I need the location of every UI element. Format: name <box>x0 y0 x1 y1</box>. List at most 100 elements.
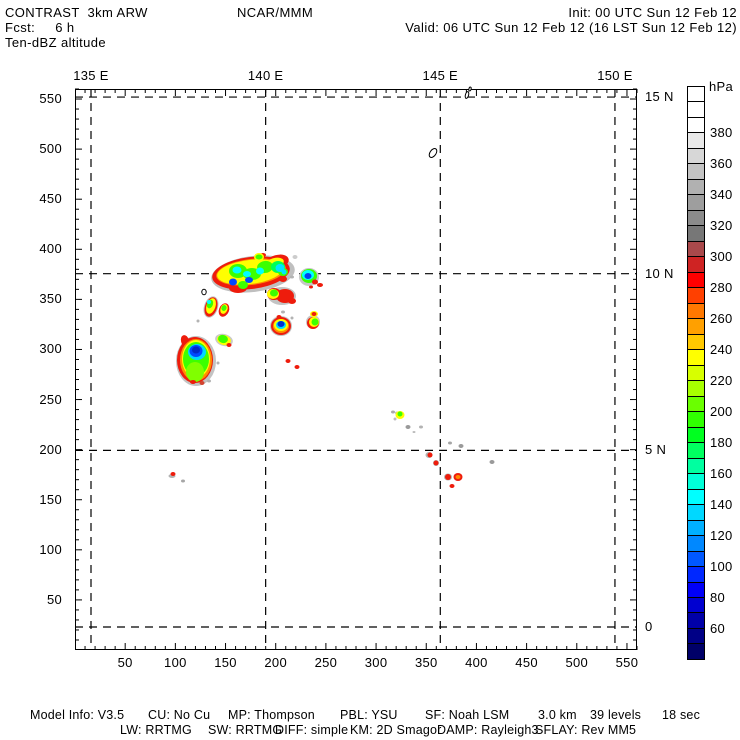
colorbar-segment <box>688 256 704 272</box>
colorbar-segment <box>688 333 704 350</box>
latitude-label: 10 N <box>645 265 674 281</box>
init-time: Init: 00 UTC Sun 12 Feb 12 <box>568 5 737 20</box>
echo-region <box>304 273 312 279</box>
echo-region <box>419 425 423 429</box>
colorbar <box>687 86 705 660</box>
model-version: Model Info: V3.5 <box>30 708 125 722</box>
island-coastline <box>201 288 207 296</box>
longitude-label: 150 E <box>597 68 633 83</box>
field-title: Ten-dBZ altitude <box>5 35 107 50</box>
level-count: 39 levels <box>590 708 642 722</box>
colorbar-segment <box>688 178 704 195</box>
colorbar-segment <box>688 240 704 257</box>
colorbar-segment <box>688 101 704 117</box>
colorbar-segment <box>688 132 704 148</box>
echo-region <box>311 312 317 316</box>
y-tick-label: 50 <box>46 591 62 607</box>
colorbar-segment <box>688 535 704 551</box>
colorbar-segment <box>688 488 704 505</box>
colorbar-segment <box>688 271 704 288</box>
echo-region <box>221 305 227 311</box>
echo-region <box>445 474 451 480</box>
y-tick-label: 450 <box>39 191 62 207</box>
y-tick-label: 350 <box>39 291 62 307</box>
echo-region <box>226 343 232 347</box>
echo-region <box>309 285 313 289</box>
echo-region <box>196 319 200 323</box>
echo-region <box>292 255 298 259</box>
colorbar-segment <box>688 349 704 365</box>
x-tick-label: 500 <box>565 655 589 670</box>
colorbar-tick-label: 360 <box>710 155 733 171</box>
colorbar-segment <box>688 519 704 536</box>
colorbar-segment <box>688 364 704 381</box>
echo-region <box>290 316 294 320</box>
microphysics-scheme: MP: Thompson <box>228 708 315 722</box>
colorbar-segment <box>688 566 704 582</box>
x-tick-label: 50 <box>117 655 133 670</box>
colorbar-segment <box>688 504 704 520</box>
echo-region <box>279 276 287 282</box>
y-tick-label: 200 <box>39 441 62 457</box>
colorbar-tick-label: 140 <box>710 496 733 512</box>
echo-region <box>238 281 248 289</box>
colorbar-segment <box>688 302 704 319</box>
latitude-label: 5 N <box>645 442 667 458</box>
colorbar-tick-label: 100 <box>710 558 733 574</box>
echo-region <box>207 379 211 383</box>
echo-region <box>181 479 185 483</box>
colorbar-segment <box>688 147 704 164</box>
colorbar-tick-label: 180 <box>710 434 733 450</box>
colorbar-tick-label: 220 <box>710 372 733 388</box>
longitude-label: 145 E <box>422 68 459 83</box>
echo-region <box>449 484 455 488</box>
colorbar-tick-label: 160 <box>710 465 733 481</box>
echo-region <box>312 279 318 285</box>
colorbar-segment <box>688 287 704 303</box>
x-tick-label: 400 <box>465 655 488 670</box>
echo-region <box>192 346 200 354</box>
colorbar-segment <box>688 116 704 133</box>
echo-region <box>455 475 461 479</box>
x-tick-label: 250 <box>314 655 338 670</box>
echo-region <box>245 277 253 283</box>
grid-spacing: 3.0 km <box>538 708 577 722</box>
colorbar-tick-label: 320 <box>710 217 733 233</box>
x-tick-label: 450 <box>515 655 538 670</box>
latitude-label: 0 <box>645 619 653 634</box>
echo-region <box>317 283 323 287</box>
run-title: CONTRAST 3km ARW <box>5 5 148 20</box>
eddy-coefficient: KM: 2D Smagor <box>350 723 442 737</box>
colorbar-segment <box>688 612 704 628</box>
x-tick-label: 350 <box>414 655 438 670</box>
echo-region <box>397 411 403 417</box>
colorbar-segment <box>688 550 704 567</box>
colorbar-tick-label: 120 <box>710 527 733 543</box>
echo-region <box>294 365 300 369</box>
colorbar-segment <box>688 209 704 226</box>
echo-region <box>255 254 263 260</box>
echo-region <box>433 460 439 466</box>
echo-region <box>412 431 416 433</box>
colorbar-tick-label: 340 <box>710 186 733 202</box>
y-tick-label: 500 <box>39 141 62 157</box>
x-tick-label: 300 <box>364 655 388 670</box>
echo-region <box>229 278 237 286</box>
echo-region <box>218 334 228 344</box>
colorbar-segment <box>688 596 704 613</box>
echo-region <box>207 300 211 304</box>
colorbar-segment <box>688 87 704 102</box>
forecast-hour: Fcst: 6 h <box>5 20 75 35</box>
echo-region <box>216 361 220 365</box>
cumulus-scheme: CU: No Cu <box>148 708 211 722</box>
x-tick-label: 150 <box>214 655 237 670</box>
surface-scheme: SF: Noah LSM <box>425 708 510 722</box>
echo-region <box>285 359 291 363</box>
colorbar-segment <box>688 473 704 489</box>
echo-region <box>290 275 294 279</box>
echo-region <box>232 266 242 274</box>
model-source: NCAR/MMM <box>237 5 314 20</box>
colorbar-segment <box>688 457 704 474</box>
